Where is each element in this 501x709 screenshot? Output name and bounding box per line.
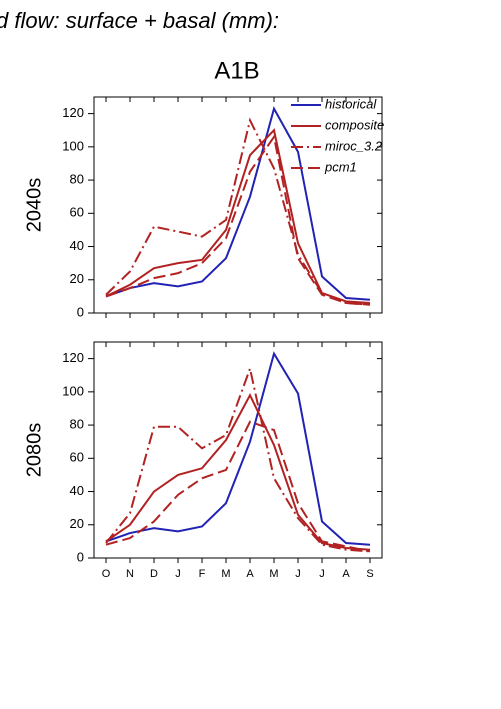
y-tick-label: 100: [62, 138, 84, 153]
x-tick-label: A: [246, 568, 254, 580]
y-tick-label: 0: [77, 304, 84, 319]
y-tick-label: 60: [70, 205, 84, 220]
legend-label: pcm1: [324, 159, 357, 174]
y-tick-label: 20: [70, 516, 84, 531]
y-tick-label: 20: [70, 271, 84, 286]
series-line: [105, 134, 371, 306]
y-tick-label: 120: [62, 105, 84, 120]
y-tick-label: 0: [77, 549, 84, 564]
series-line: [105, 364, 371, 553]
legend-label: composite: [325, 117, 384, 132]
y-axis-label: 2040s: [23, 178, 45, 233]
x-tick-label: D: [150, 568, 158, 580]
y-tick-label: 40: [70, 238, 84, 253]
x-tick-label: J: [295, 568, 301, 580]
legend-label: historical: [325, 96, 377, 111]
series-line: [105, 420, 371, 553]
y-tick-label: 80: [70, 172, 84, 187]
series-line: [105, 392, 371, 551]
page-title: d flow: surface + basal (mm):: [0, 8, 279, 33]
plot-frame: [93, 341, 383, 559]
x-tick-label: N: [126, 568, 134, 580]
x-tick-label: J: [175, 568, 181, 580]
y-tick-label: 100: [62, 383, 84, 398]
x-tick-label: O: [102, 568, 111, 580]
legend-label: miroc_3.2: [325, 138, 383, 153]
y-tick-label: 40: [70, 483, 84, 498]
x-tick-label: M: [221, 568, 230, 580]
plot-frame: [93, 96, 383, 314]
x-tick-label: S: [366, 568, 373, 580]
series-line: [105, 105, 371, 301]
y-tick-label: 80: [70, 417, 84, 432]
x-tick-label: J: [319, 568, 325, 580]
series-line: [105, 117, 371, 306]
y-axis-label: 2080s: [23, 423, 45, 478]
subtitle: A1B: [214, 57, 259, 84]
series-line: [105, 351, 371, 546]
series-line: [105, 128, 371, 305]
x-tick-label: M: [269, 568, 278, 580]
x-tick-label: F: [199, 568, 206, 580]
y-tick-label: 120: [62, 350, 84, 365]
y-tick-label: 60: [70, 450, 84, 465]
x-tick-label: A: [342, 568, 350, 580]
